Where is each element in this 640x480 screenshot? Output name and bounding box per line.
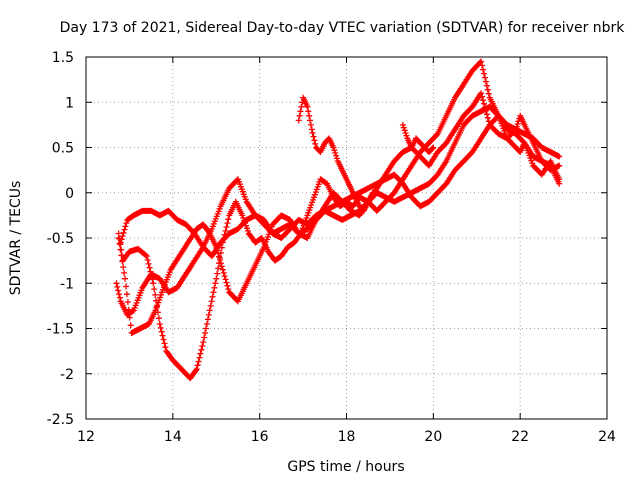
x-tick-label: 18	[338, 429, 356, 445]
plus-markers	[399, 121, 437, 155]
data-marks	[113, 58, 563, 382]
y-tick-label: -2.5	[47, 412, 74, 428]
x-axis-ticks: 12 14 16 18 20 22 24	[77, 57, 616, 445]
y-tick-label: -1.5	[47, 322, 74, 338]
series-track-5	[295, 94, 376, 214]
y-tick-label: 1.5	[52, 50, 74, 66]
plus-markers	[295, 94, 376, 214]
x-tick-label: 24	[598, 429, 616, 445]
y-tick-label: 1	[65, 95, 74, 111]
grid	[86, 57, 607, 419]
x-tick-label: 12	[77, 429, 95, 445]
series-track-4	[113, 112, 563, 318]
series-track-3	[117, 103, 563, 260]
y-tick-label: 0	[65, 186, 74, 202]
plus-markers	[113, 112, 563, 318]
chart-title: Day 173 of 2021, Sidereal Day-to-day VTE…	[60, 20, 626, 36]
y-tick-label: -1	[60, 276, 74, 292]
series-track-2	[115, 90, 563, 336]
x-tick-label: 16	[251, 429, 269, 445]
y-tick-label: 0.5	[52, 141, 74, 157]
x-tick-label: 20	[424, 429, 442, 445]
plus-markers	[115, 90, 563, 336]
x-tick-label: 14	[164, 429, 182, 445]
y-axis-label: SDTVAR / TECUs	[8, 181, 24, 296]
series-track-6	[399, 121, 437, 155]
y-tick-label: -0.5	[47, 231, 74, 247]
x-axis-label: GPS time / hours	[287, 459, 404, 475]
x-tick-label: 22	[511, 429, 529, 445]
y-axis-ticks: -2.5 -2 -1.5 -1 -0.5 0 0.5 1 1.5	[47, 50, 607, 428]
plus-markers	[117, 103, 563, 260]
y-tick-label: -2	[60, 367, 74, 383]
